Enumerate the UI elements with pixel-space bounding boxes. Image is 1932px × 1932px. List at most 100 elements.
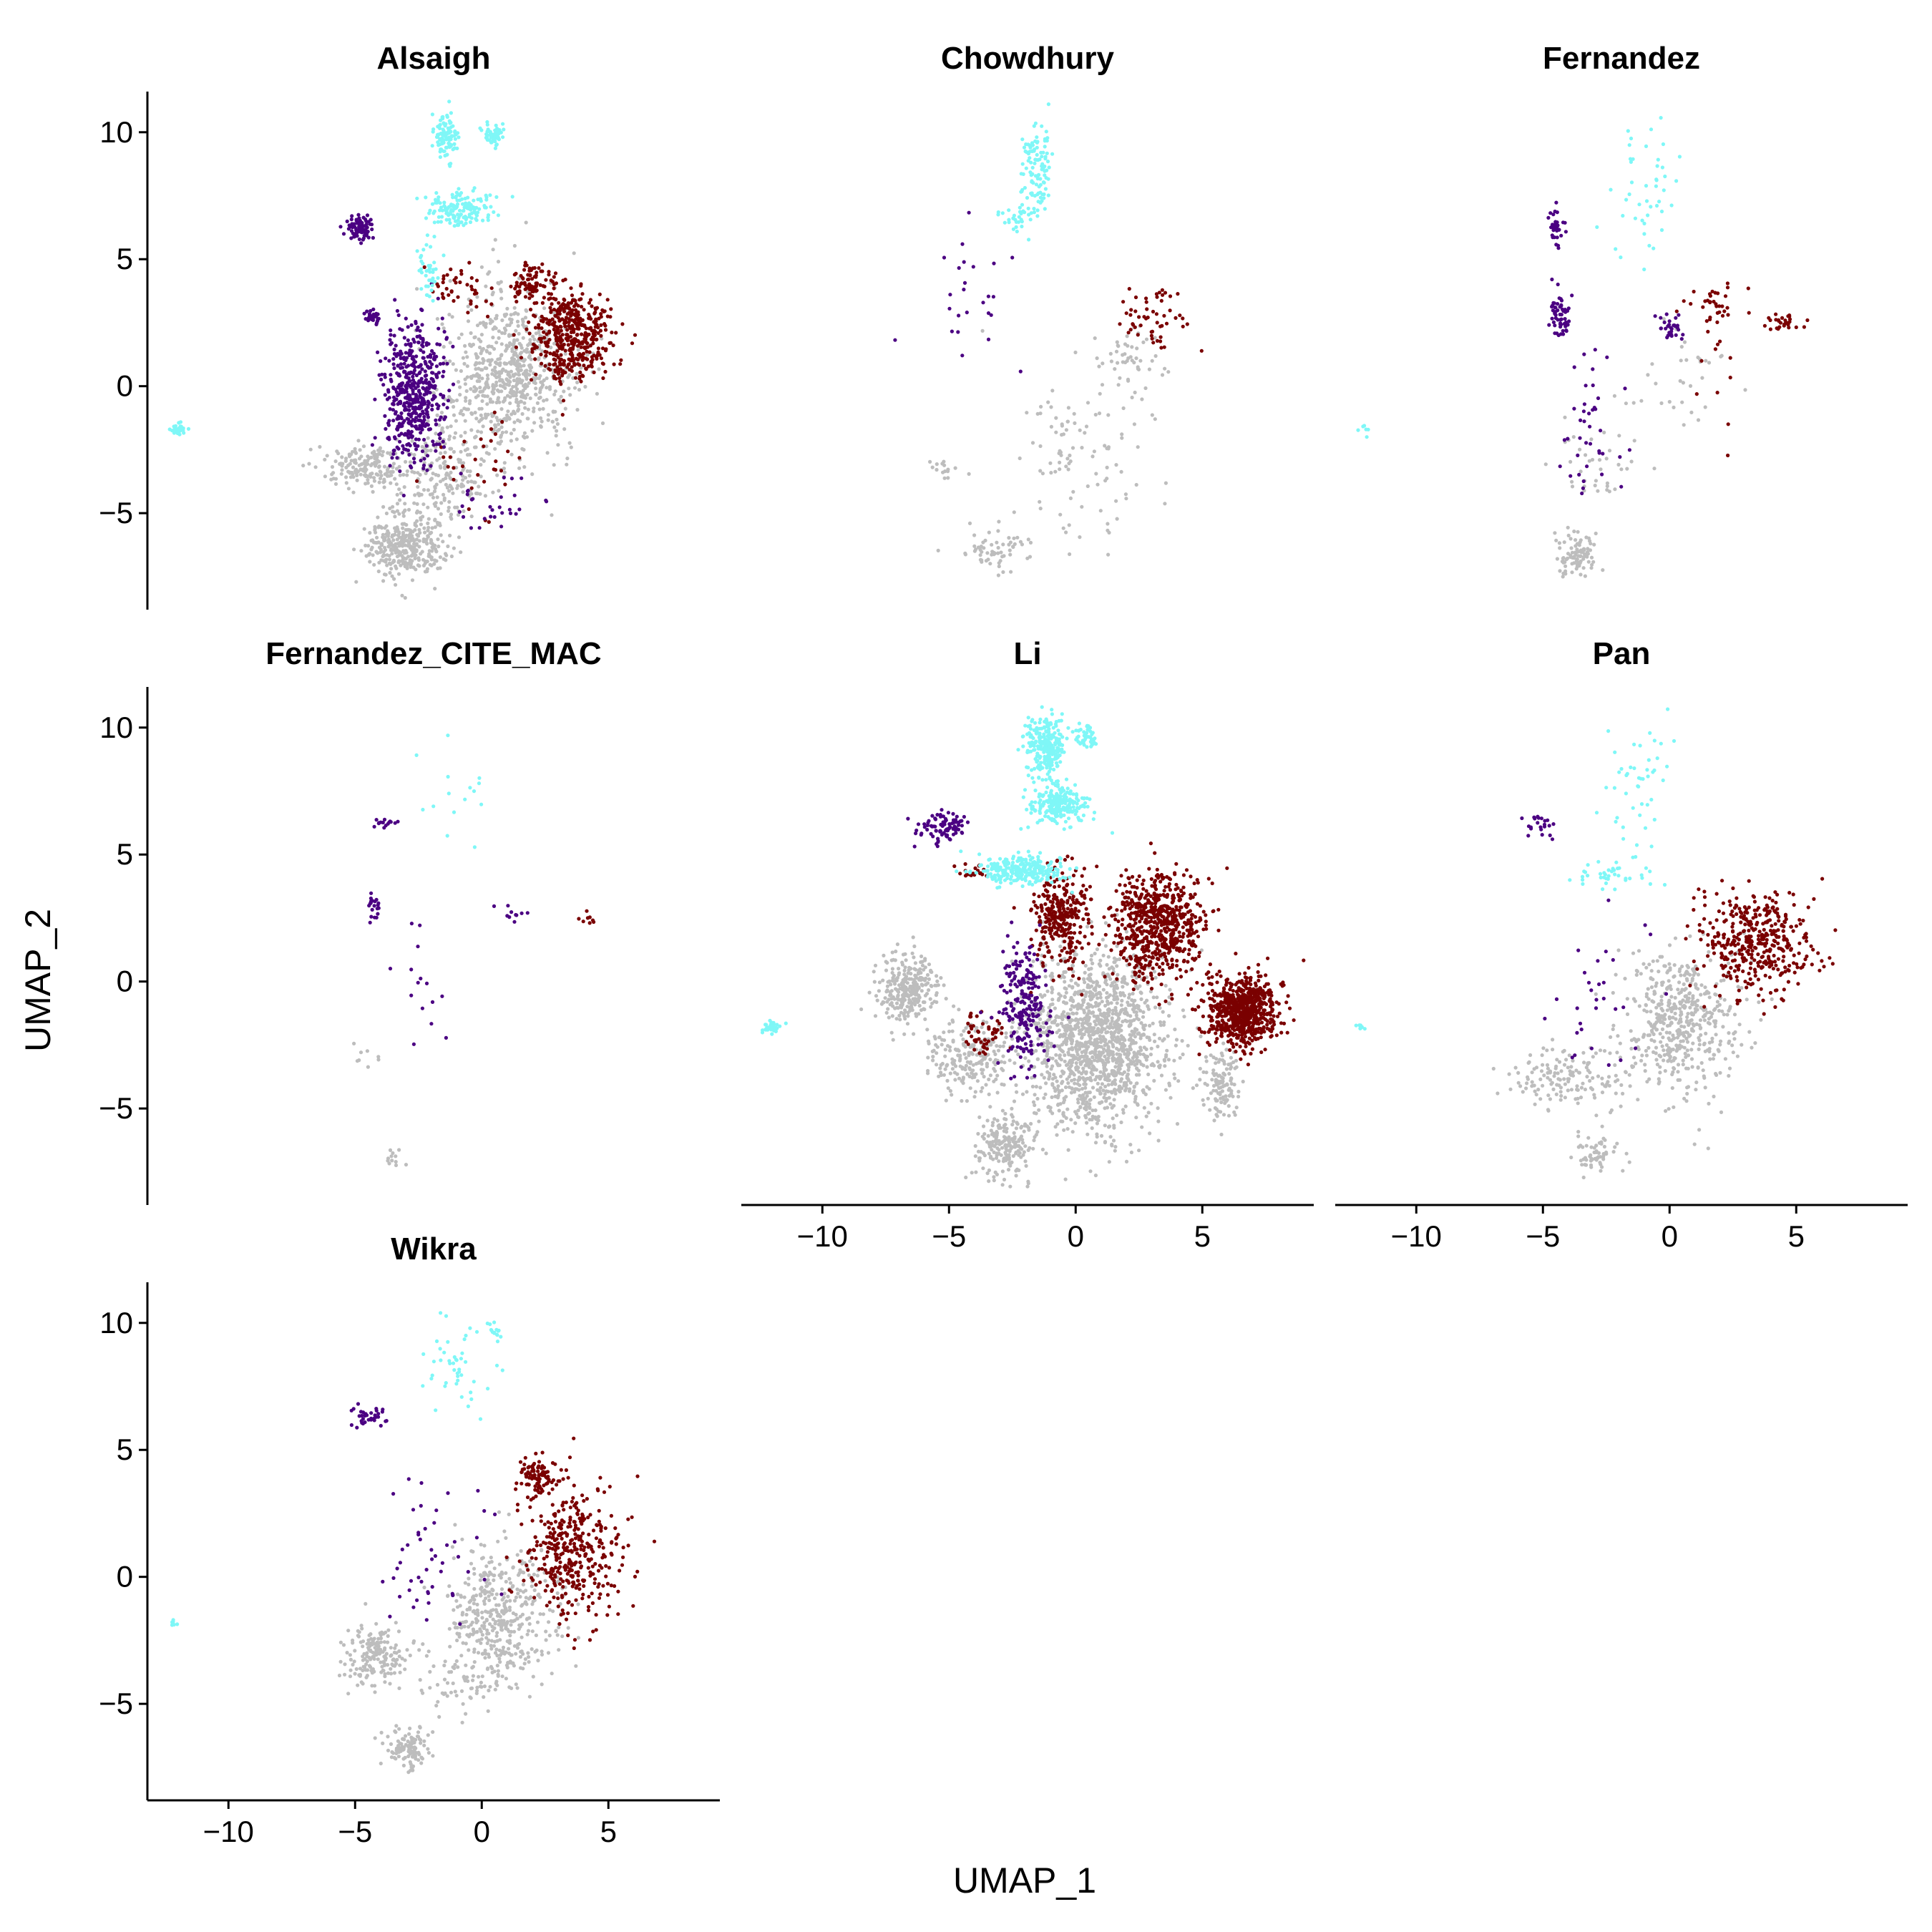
point xyxy=(1715,391,1719,395)
point xyxy=(412,397,416,401)
point xyxy=(972,549,977,553)
point xyxy=(1115,340,1119,344)
point xyxy=(532,337,537,341)
point xyxy=(942,255,947,260)
point xyxy=(391,462,396,466)
point xyxy=(1659,316,1663,320)
point xyxy=(525,392,530,397)
point xyxy=(440,322,444,326)
point xyxy=(497,505,502,509)
point xyxy=(1715,320,1719,324)
point xyxy=(1085,1132,1090,1136)
point xyxy=(1654,203,1659,208)
point xyxy=(1624,401,1628,406)
point xyxy=(1134,356,1138,361)
point xyxy=(388,464,392,468)
point xyxy=(549,292,554,296)
point xyxy=(424,216,429,220)
point xyxy=(474,291,479,296)
point xyxy=(575,333,580,337)
point xyxy=(500,318,504,323)
point xyxy=(1050,152,1055,156)
point xyxy=(395,456,399,460)
point xyxy=(395,416,399,421)
point xyxy=(1660,165,1664,170)
point xyxy=(372,562,376,567)
point xyxy=(570,365,574,369)
point xyxy=(462,509,466,514)
point xyxy=(415,479,419,483)
point xyxy=(1362,424,1367,428)
point xyxy=(345,219,349,223)
point xyxy=(502,313,507,317)
point xyxy=(1714,302,1718,306)
point xyxy=(499,407,504,411)
point xyxy=(1167,1083,1172,1088)
point xyxy=(358,230,363,234)
point xyxy=(1605,484,1609,489)
point xyxy=(1028,218,1033,222)
point xyxy=(562,309,567,313)
point xyxy=(1559,317,1563,321)
point xyxy=(436,195,441,200)
point xyxy=(556,355,560,359)
point xyxy=(569,351,574,355)
point xyxy=(1106,955,1111,959)
point xyxy=(497,362,501,366)
point xyxy=(1586,560,1591,564)
point xyxy=(1134,1058,1139,1063)
point xyxy=(1028,150,1032,154)
point xyxy=(512,379,517,383)
point xyxy=(1591,383,1595,388)
point xyxy=(494,341,499,345)
point xyxy=(1136,1103,1140,1107)
point xyxy=(440,316,444,321)
point xyxy=(516,366,520,371)
point xyxy=(1713,347,1717,351)
point xyxy=(441,492,446,497)
point xyxy=(568,348,572,352)
point xyxy=(1023,1056,1028,1060)
point xyxy=(413,381,417,385)
point xyxy=(528,396,532,401)
point xyxy=(397,1148,401,1152)
point xyxy=(402,419,406,423)
point xyxy=(420,1006,425,1010)
point xyxy=(585,334,589,338)
point xyxy=(1596,396,1601,401)
point xyxy=(376,540,380,545)
point xyxy=(412,369,417,373)
point xyxy=(1164,321,1169,326)
point xyxy=(467,260,472,265)
point xyxy=(346,227,351,231)
point xyxy=(1020,162,1025,166)
point xyxy=(1547,323,1551,327)
point xyxy=(579,366,583,370)
point xyxy=(1125,1074,1129,1078)
point xyxy=(1555,557,1559,561)
point xyxy=(421,424,426,428)
point xyxy=(1038,195,1043,200)
point xyxy=(167,427,172,431)
point xyxy=(528,338,532,342)
y-tick-label: 0 xyxy=(117,369,133,403)
point xyxy=(1675,326,1679,330)
point xyxy=(1105,982,1109,987)
point xyxy=(371,489,375,494)
point xyxy=(359,241,364,245)
point xyxy=(173,424,178,428)
point xyxy=(395,427,400,432)
point xyxy=(572,298,576,303)
point xyxy=(962,288,966,292)
point xyxy=(487,452,491,456)
point xyxy=(398,498,402,502)
point xyxy=(522,268,527,272)
point xyxy=(987,530,991,535)
point xyxy=(387,820,391,824)
point xyxy=(469,387,473,391)
point xyxy=(376,473,380,477)
point xyxy=(580,292,585,296)
point xyxy=(410,439,414,443)
point xyxy=(1030,165,1035,170)
point xyxy=(441,439,445,444)
